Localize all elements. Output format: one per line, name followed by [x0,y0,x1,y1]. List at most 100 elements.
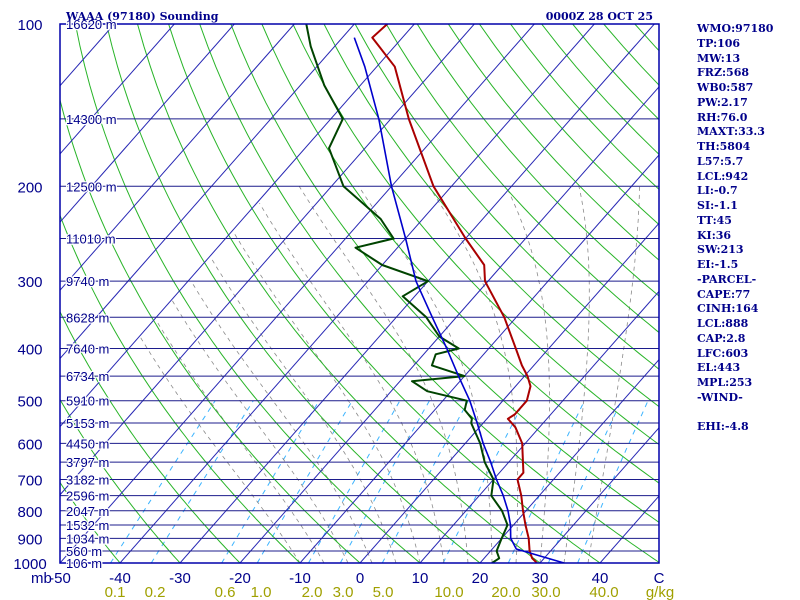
temperature-tick-label: 30 [532,570,549,587]
sounding-index-line: SW:213 [697,243,744,257]
mixing-ratio-label: 5.0 [373,584,394,600]
sounding-index-line: LFC:603 [697,346,749,360]
dry-adiabat-line [106,24,481,563]
isotherm-line [539,427,659,563]
dry-adiabat-line [323,24,659,408]
sounding-index-line: TP:106 [697,36,741,50]
mixing-ratio-label: 10.0 [434,584,463,600]
sounding-index-line: L57:5.7 [697,154,744,168]
height-level-label: 6734 m [66,369,109,384]
mixing-ratio-line [150,400,254,563]
temperature-axis-unit: C [654,570,665,587]
pressure-tick-label: 100 [17,17,42,34]
temperature-tick-label: 20 [472,570,489,587]
mixing-ratio-line [110,400,216,563]
sounding-index-line: KI:36 [697,228,732,242]
temperature-tick-label: -40 [109,570,131,587]
mixing-ratio-label: 0.6 [215,584,236,600]
mixing-ratio-label: 3.0 [333,584,354,600]
mixing-ratio-label: 40.0 [589,584,618,600]
temperature-tick-label: 10 [412,570,429,587]
sounding-index-line: TH:5804 [697,140,751,153]
isotherm-line [119,24,595,563]
height-level-label: 3797 m [66,455,109,470]
sounding-index-line: MW:13 [697,51,741,65]
height-level-label: 14300 m [66,112,117,127]
isotherm-line [60,24,475,496]
height-level-label: 11010 m [66,231,116,246]
height-level-label: 3182 m [66,473,109,488]
sounding-index-line: WMO:97180 [697,22,774,35]
isotherm-line [419,290,659,563]
sounding-index-line: -PARCEL- [697,272,757,286]
pressure-tick-label: 800 [17,504,42,521]
moist-adiabat-line [234,233,421,563]
height-level-label: 2047 m [66,504,109,519]
sounding-index-line: FRZ:568 [697,66,750,80]
isotherm-line [60,24,235,223]
moist-adiabat-line [139,336,301,563]
isotherm-line [239,86,659,563]
height-level-label: 5153 m [66,416,109,431]
sounding-traces [305,24,565,563]
mixing-ratio-label: 30.0 [531,584,560,600]
dry-adiabat-line [416,24,659,297]
height-level-label: 1034 m [66,531,109,546]
pressure-tick-label: 900 [17,531,42,548]
dry-adiabat-line [354,24,659,370]
pressure-tick-label: 1000 [13,556,46,573]
sounding-index-line: MAXT:33.3 [697,125,765,139]
sounding-index-line [697,406,797,421]
height-level-label: 8628 m [66,310,109,325]
moist-adiabat-line [190,280,373,563]
plot-frame [59,23,660,564]
sounding-index-line: -WIND- [697,390,743,404]
mixing-ratio-unit: g/kg [646,584,674,600]
sounding-index-line: EI:-1.5 [697,258,739,271]
sounding-index-line: CINH:164 [697,302,759,316]
parcel-trace [353,37,565,563]
height-level-label: 9740 m [66,274,109,289]
dry-adiabat-line [60,213,301,563]
height-level-label: 7640 m [66,342,109,357]
moist-adiabats [139,186,640,563]
sounding-index-line: PW:2.17 [697,95,748,109]
mixing-ratio-label: 0.2 [145,584,166,600]
sounding-index-line: TT:45 [697,213,732,227]
temperature-tick-label: -10 [289,570,311,587]
dry-adiabats [60,24,659,563]
chart-title: WAAA (97180) Sounding [65,10,219,23]
sounding-index-line: MPL:253 [697,376,753,389]
temperature-trace [371,24,538,563]
sounding-index-line: LCL:888 [697,317,749,330]
temperature-tick-label: 40 [592,570,609,587]
dry-adiabat-line [60,481,121,563]
mixing-ratio-line [256,400,353,563]
isotherm-line [60,24,175,155]
temperature-tick-label: -20 [229,570,251,587]
sounding-index-line: WB0:587 [697,81,754,94]
dry-adiabat-line [168,24,601,563]
sounding-index-line: EHI:-4.8 [697,420,749,434]
isotherm-line [299,154,659,563]
moist-adiabat-line [587,186,640,563]
moist-adiabat-line [259,202,445,563]
height-level-label: 1532 m [66,518,109,533]
sounding-index-line: CAPE:77 [697,287,751,301]
moist-adiabat-line [428,186,519,563]
height-level-label: 106 m [66,556,102,571]
sounding-index-line: SI:-1.1 [697,199,738,212]
sounding-index-line: RH:76.0 [697,110,748,124]
sounding-indices-panel: WMO:97180 TP:106 MW:13 FRZ:568 WB0:587 PW:2.1… [697,22,797,435]
dry-adiabat-line [292,24,659,446]
pressure-tick-label: 600 [17,436,42,453]
sounding-index-line: CAP:2.8 [697,331,746,345]
height-level-label: 12500 m [66,179,117,194]
sounding-index-line: LCL:942 [697,169,749,183]
height-level-label: 560 m [66,544,102,559]
dry-adiabat-line [60,310,241,563]
isotherm-line [60,24,415,428]
dry-adiabat-line [385,24,659,334]
